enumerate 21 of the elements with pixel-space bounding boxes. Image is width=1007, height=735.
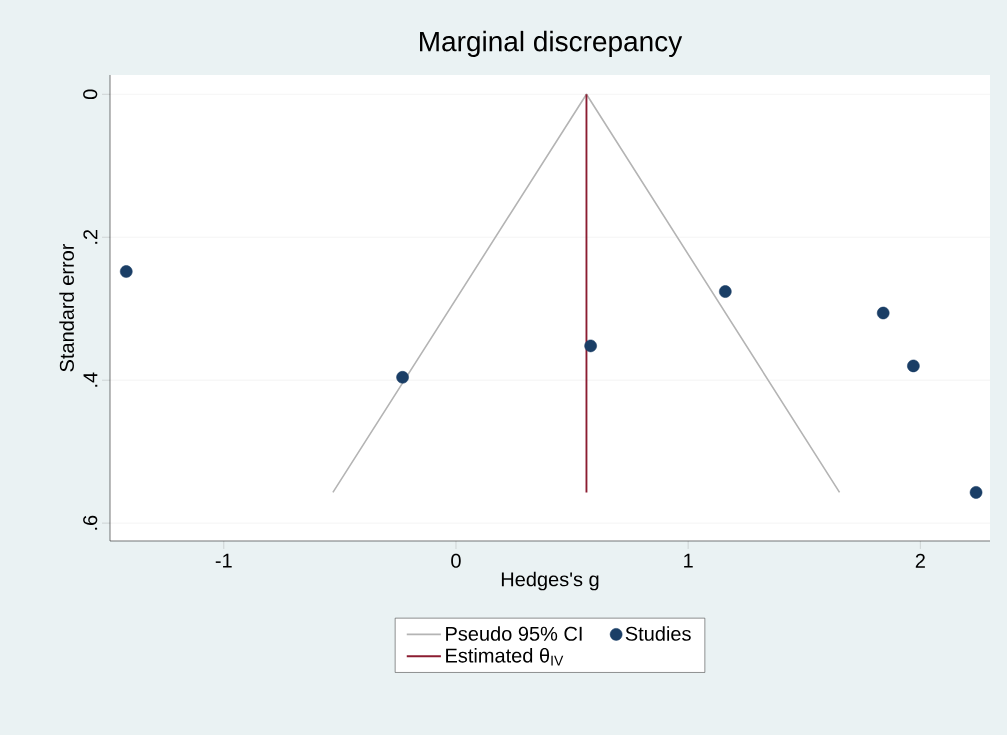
point [396, 371, 409, 384]
y-tick-label: .4 [83, 372, 98, 387]
point [969, 486, 983, 499]
chart-title: Marginal discrepancy [420, 30, 683, 57]
y-axis-title: Standard error [59, 243, 74, 372]
point [719, 285, 732, 298]
y-tick-label: .6 [83, 515, 98, 530]
x-axis-title: Hedges's g [501, 571, 599, 591]
legend-label: Studies [625, 626, 691, 641]
point [584, 339, 597, 353]
x-tick-label: -1 [215, 553, 232, 568]
y-tick-label: .2 [83, 229, 98, 244]
point [907, 359, 920, 373]
legend-label: Estimated θ$_{IV}$ [446, 647, 564, 666]
point [119, 265, 133, 278]
x-tick-label: 2 [915, 553, 925, 568]
point [876, 306, 890, 320]
legend-label: Pseudo 95% CI [446, 626, 582, 641]
y-tick-label: 0 [83, 89, 98, 100]
x-tick-label: 1 [684, 553, 693, 568]
x-tick-label: 0 [451, 553, 461, 568]
